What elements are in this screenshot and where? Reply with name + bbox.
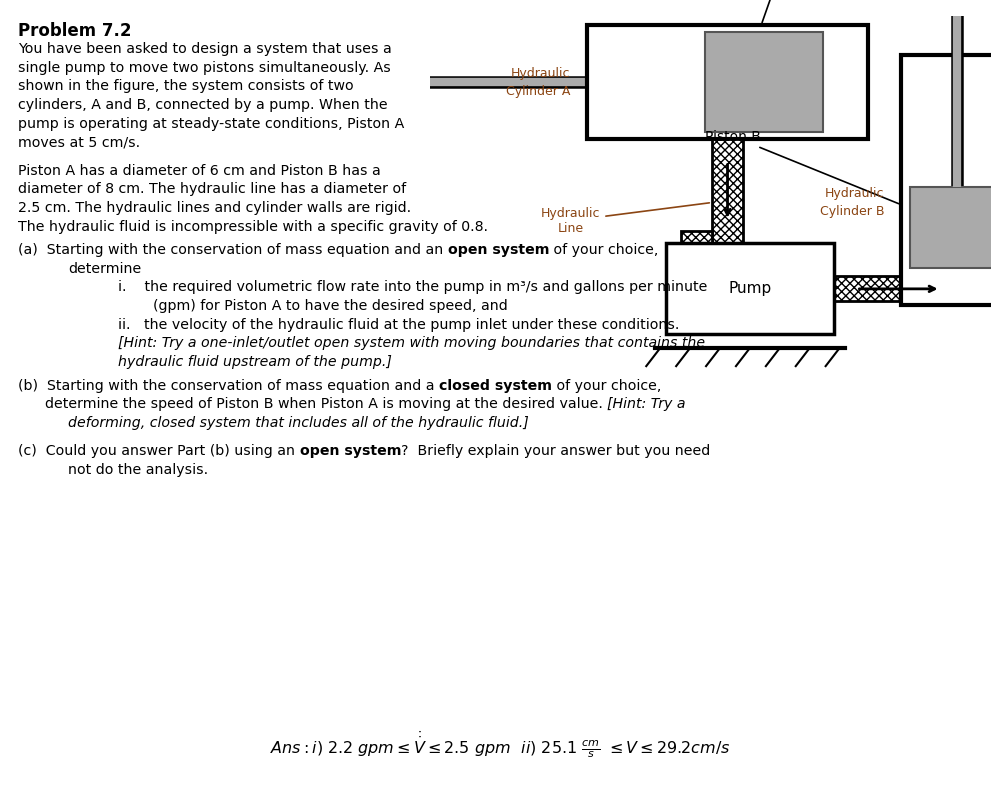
Bar (942, 289, 973, 305)
Text: Hydraulic
Cylinder B: Hydraulic Cylinder B (820, 187, 885, 218)
Text: single pump to move two pistons simultaneously. As: single pump to move two pistons simultan… (18, 60, 390, 75)
Text: Pump: Pump (729, 282, 772, 296)
Text: [Hint: Try a: [Hint: Try a (608, 398, 686, 411)
Text: deforming, closed system that includes all of the hydraulic fluid.]: deforming, closed system that includes a… (68, 416, 529, 430)
Text: pump is operating at steady-state conditions, Piston A: pump is operating at steady-state condit… (18, 117, 404, 130)
Text: Hydraulic
Line: Hydraulic Line (541, 203, 710, 235)
Text: i.    the required volumetric flow rate into the pump in m³/s and gallons per mi: i. the required volumetric flow rate int… (118, 280, 708, 295)
Text: of your choice,: of your choice, (552, 378, 662, 393)
Text: You have been asked to design a system that uses a: You have been asked to design a system t… (18, 42, 391, 56)
Text: determine the speed of Piston B when Piston A is moving at the desired value.: determine the speed of Piston B when Pis… (18, 398, 608, 411)
Text: shown in the figure, the system consists of two: shown in the figure, the system consists… (18, 79, 353, 93)
Bar (910, 187, 1001, 268)
Text: (b)  Starting with the conservation of mass equation and a: (b) Starting with the conservation of ma… (18, 378, 439, 393)
Text: (a)  Starting with the conservation of mass equation and an: (a) Starting with the conservation of ma… (18, 243, 447, 257)
Text: Hydraulic
Cylinder A: Hydraulic Cylinder A (507, 67, 571, 97)
Text: Piston A: Piston A (762, 0, 817, 23)
Text: (gpm) for Piston A to have the desired speed, and: (gpm) for Piston A to have the desired s… (153, 299, 508, 313)
Text: [Hint: Try a one-inlet/outlet open system with moving boundaries that contains t: [Hint: Try a one-inlet/outlet open syste… (118, 336, 706, 350)
Text: not do the analysis.: not do the analysis. (68, 463, 208, 477)
Text: (c)  Could you answer Part (b) using an: (c) Could you answer Part (b) using an (18, 444, 299, 458)
Text: diameter of 8 cm. The hydraulic line has a diameter of: diameter of 8 cm. The hydraulic line has… (18, 182, 406, 196)
Text: closed system: closed system (439, 378, 552, 393)
Text: open system: open system (299, 444, 401, 458)
Text: Piston A has a diameter of 6 cm and Piston B has a: Piston A has a diameter of 6 cm and Pist… (18, 163, 380, 178)
Text: $\mathit{Ans: i)}$$\mathit{\ 2.2\ gpm \leq \dot{\dot{V}} \leq 2.5\ gpm\ \ ii)\ 2: $\mathit{Ans: i)}$$\mathit{\ 2.2\ gpm \l… (270, 730, 731, 761)
Text: 2.5 cm. The hydraulic lines and cylinder walls are rigid.: 2.5 cm. The hydraulic lines and cylinder… (18, 201, 411, 215)
Text: Problem 7.2: Problem 7.2 (18, 22, 131, 39)
Text: of your choice,: of your choice, (550, 243, 659, 257)
Text: determine: determine (68, 262, 141, 276)
Bar (666, 243, 834, 334)
Bar (712, 138, 743, 243)
Bar (682, 231, 712, 256)
Bar (588, 25, 868, 138)
Text: cylinders, A and B, connected by a pump. When the: cylinders, A and B, connected by a pump.… (18, 98, 387, 112)
Text: Piston B: Piston B (705, 130, 899, 204)
Text: hydraulic fluid upstream of the pump.]: hydraulic fluid upstream of the pump.] (118, 355, 392, 369)
Text: ii.   the velocity of the hydraulic fluid at the pump inlet under these conditio: ii. the velocity of the hydraulic fluid … (118, 318, 680, 332)
Text: ?  Briefly explain your answer but you need: ? Briefly explain your answer but you ne… (401, 444, 711, 458)
Bar (705, 32, 823, 132)
Text: moves at 5 cm/s.: moves at 5 cm/s. (18, 135, 140, 149)
Text: open system: open system (447, 243, 550, 257)
Bar (901, 55, 1001, 305)
Text: The hydraulic fluid is incompressible with a specific gravity of 0.8.: The hydraulic fluid is incompressible wi… (18, 220, 488, 233)
Bar (834, 276, 957, 301)
